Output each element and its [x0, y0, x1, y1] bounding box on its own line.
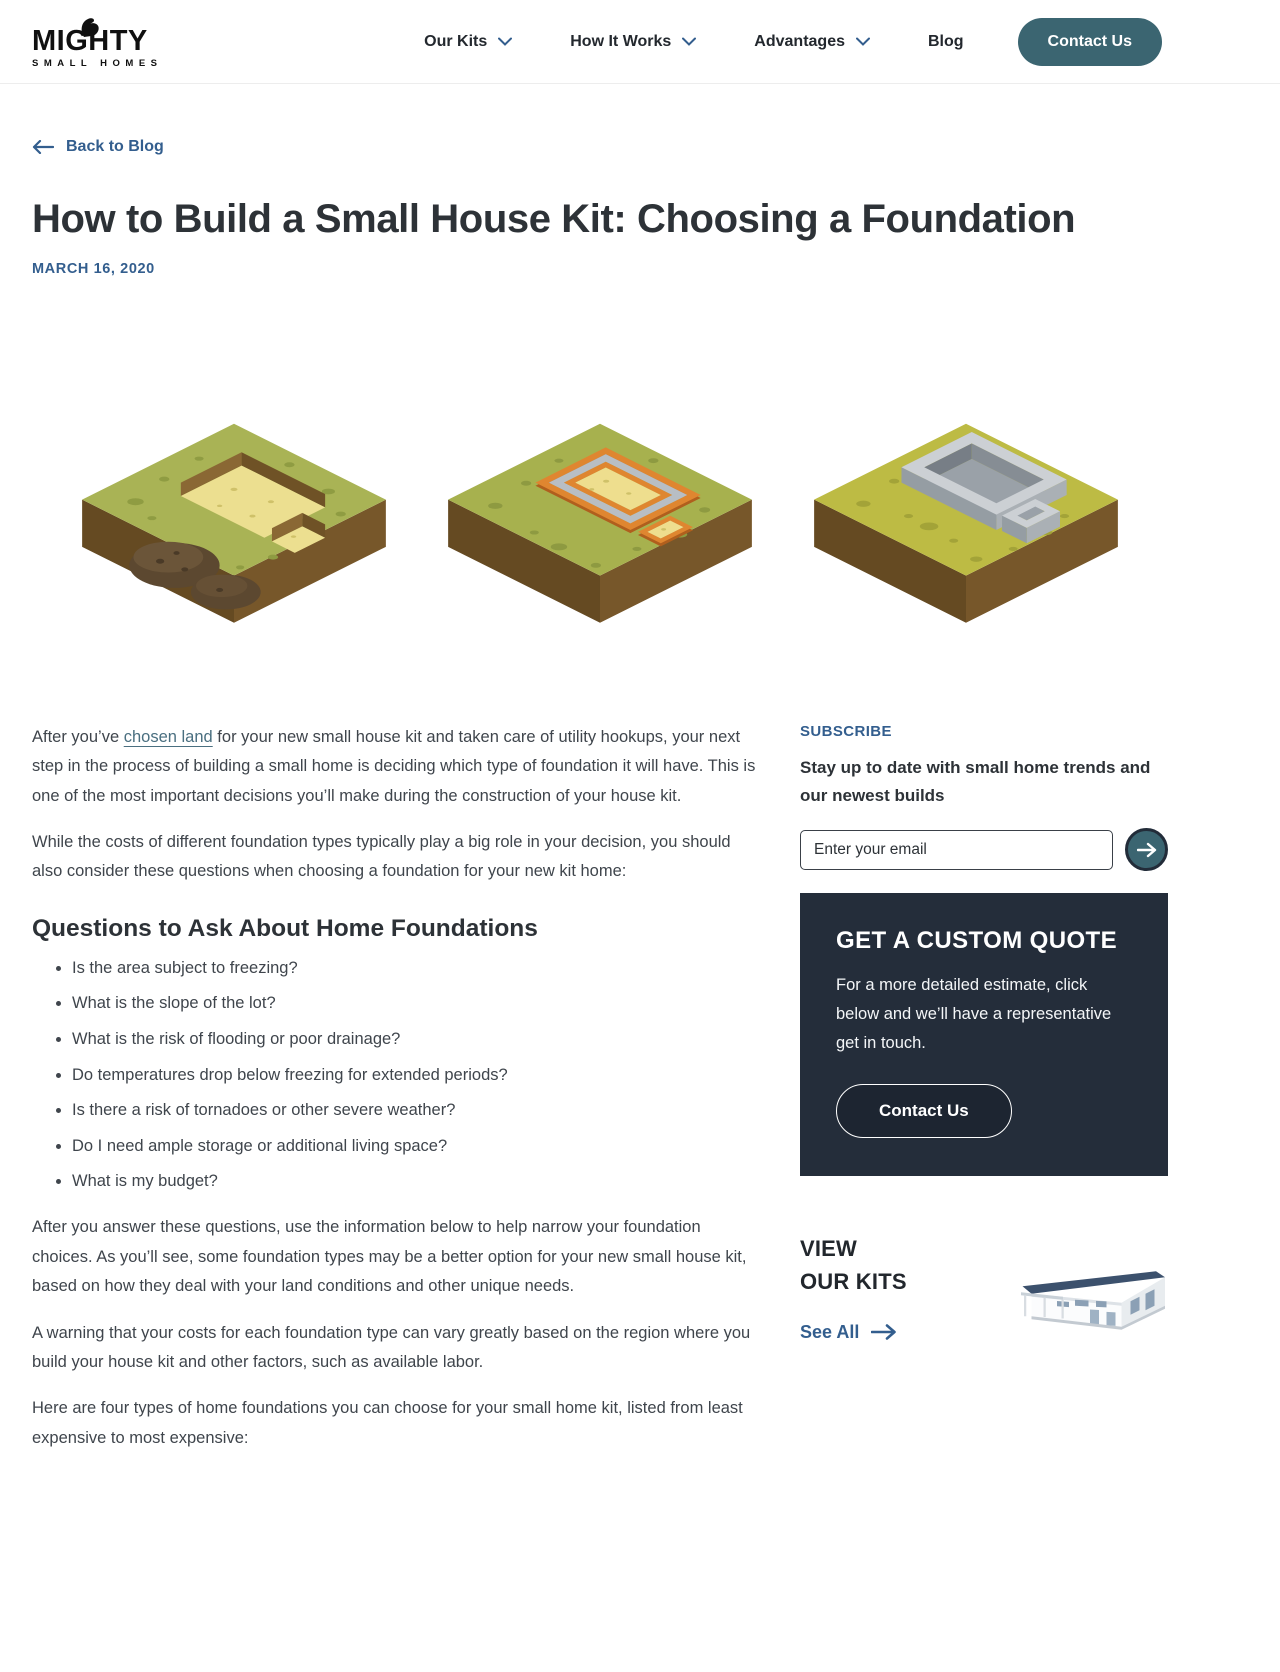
- site-header: MIGHTY SMALL HOMES Our Kits How It Works…: [0, 0, 1280, 84]
- sidebar: SUBSCRIBE Stay up to date with small hom…: [800, 723, 1168, 1470]
- main-nav: Our Kits How It Works Advantages Blog: [424, 33, 963, 51]
- hero-illustrations: [32, 395, 1168, 631]
- quote-contact-us-button[interactable]: Contact Us: [836, 1083, 1012, 1138]
- site-logo[interactable]: MIGHTY SMALL HOMES: [32, 14, 163, 69]
- logo-subtitle: SMALL HOMES: [32, 57, 163, 69]
- chosen-land-link[interactable]: chosen land: [123, 728, 213, 746]
- chevron-down-icon: [856, 37, 870, 46]
- quote-text: For a more detailed estimate, click belo…: [836, 976, 1112, 1052]
- list-item: Is there a risk of tornadoes or other se…: [72, 1099, 760, 1122]
- chevron-down-icon: [682, 37, 697, 46]
- list-item: What is the slope of the lot?: [72, 992, 760, 1015]
- list-item: Do I need ample storage or additional li…: [72, 1135, 760, 1158]
- list-item: What is the risk of flooding or poor dra…: [72, 1028, 760, 1051]
- subscribe-text: Stay up to date with small home trends a…: [800, 758, 1151, 806]
- paragraph-4: A warning that your costs for each found…: [32, 1323, 751, 1371]
- concrete-foundation-illustration: [814, 423, 1118, 623]
- nav-item-blog[interactable]: Blog: [928, 32, 964, 50]
- list-item: What is my budget?: [72, 1170, 760, 1193]
- custom-quote-panel: GET A CUSTOM QUOTE For a more detailed e…: [800, 893, 1168, 1176]
- subscribe-form: [800, 828, 1168, 872]
- page-title: How to Build a Small House Kit: Choosing…: [32, 197, 1076, 241]
- view-our-kits-block: VIEW OUR KITS See All: [800, 1232, 1168, 1343]
- article-container: Back to Blog How to Build a Small House …: [0, 84, 1200, 1470]
- quote-heading: GET A CUSTOM QUOTE: [836, 927, 1117, 955]
- questions-list: Is the area subject to freezing? What is…: [32, 957, 760, 1194]
- header-contact-us-button[interactable]: Contact Us: [1017, 17, 1162, 66]
- paragraph-3: After you answer these questions, use th…: [32, 1218, 747, 1296]
- nav-item-our-kits[interactable]: Our Kits: [424, 33, 513, 51]
- list-item: Is the area subject to freezing?: [72, 957, 760, 980]
- kits-heading: VIEW OUR KITS: [800, 1235, 907, 1294]
- paragraph-2: While the costs of different foundation …: [32, 833, 731, 881]
- submit-arrow-icon: [1136, 842, 1156, 857]
- view-our-kits-text: VIEW OUR KITS See All: [800, 1232, 907, 1343]
- nav-item-advantages[interactable]: Advantages: [754, 33, 870, 51]
- back-arrow-icon: [32, 140, 54, 154]
- see-all-arrow-icon: [871, 1324, 897, 1341]
- email-input[interactable]: [800, 829, 1113, 870]
- back-to-blog-link[interactable]: Back to Blog: [32, 138, 164, 156]
- flex-arm-icon: [81, 18, 99, 38]
- chevron-down-icon: [498, 37, 513, 46]
- paragraph-1: After you’ve chosen land for your new sm…: [32, 728, 756, 805]
- see-all-link[interactable]: See All: [800, 1322, 897, 1343]
- article-body: After you’ve chosen land for your new sm…: [32, 723, 760, 1470]
- paragraph-5: Here are four types of home foundations …: [32, 1399, 743, 1447]
- article-date: MARCH 16, 2020: [32, 261, 155, 277]
- subscribe-label: SUBSCRIBE: [800, 723, 892, 740]
- excavation-illustration: [82, 423, 386, 623]
- list-item: Do temperatures drop below freezing for …: [72, 1064, 760, 1087]
- nav-item-how-it-works[interactable]: How It Works: [570, 33, 697, 51]
- questions-heading: Questions to Ask About Home Foundations: [32, 914, 538, 942]
- house-kit-image[interactable]: [1018, 1262, 1168, 1330]
- subscribe-submit-button[interactable]: [1125, 828, 1168, 872]
- wood-forms-illustration: [448, 423, 752, 623]
- content-columns: After you’ve chosen land for your new sm…: [32, 723, 1168, 1470]
